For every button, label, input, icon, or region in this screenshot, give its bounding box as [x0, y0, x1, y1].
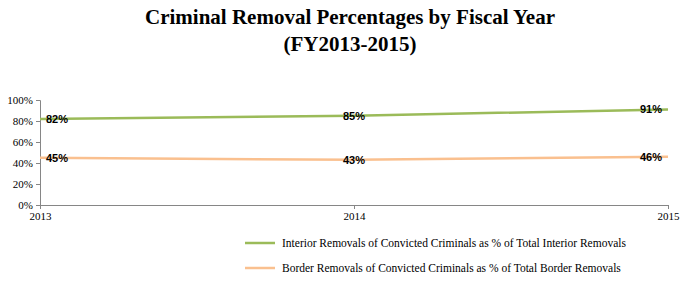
data-label: 82% — [46, 113, 68, 125]
y-tick-label: 20% — [13, 178, 33, 190]
legend-swatch — [245, 267, 275, 270]
y-tick: 20% — [13, 178, 40, 190]
y-tick-mark — [36, 184, 40, 185]
y-axis: 0%20%40%60%80%100% — [7, 94, 40, 211]
y-axis-line — [36, 101, 41, 206]
y-tick-label: 40% — [13, 157, 33, 169]
y-tick: 80% — [13, 115, 40, 127]
y-tick-mark — [36, 205, 40, 206]
x-tick: 2013 — [30, 205, 53, 222]
y-tick-mark — [36, 163, 40, 164]
x-tick-mark — [354, 205, 355, 209]
x-axis-line — [41, 206, 669, 210]
x-axis: 2013 2014 2015 — [30, 205, 681, 222]
chart: Criminal Removal Percentages by Fiscal Y… — [0, 0, 700, 295]
x-tick: 2014 — [344, 205, 367, 222]
data-label: 46% — [640, 151, 662, 163]
y-tick-label: 60% — [13, 136, 33, 148]
y-tick-mark — [36, 142, 40, 143]
x-tick-mark — [668, 205, 669, 209]
x-tick-label: 2015 — [658, 210, 681, 222]
legend-label: Interior Removals of Convicted Criminals… — [282, 237, 626, 249]
legend: Interior Removals of Convicted Criminals… — [245, 237, 626, 274]
y-tick-label: 100% — [7, 94, 33, 106]
x-tick-label: 2014 — [344, 210, 367, 222]
y-tick: 100% — [7, 94, 40, 106]
y-tick-label: 80% — [13, 115, 33, 127]
plot-area — [40, 109, 668, 159]
y-tick-mark — [36, 121, 40, 122]
legend-swatch — [245, 242, 275, 245]
data-label: 45% — [46, 152, 68, 164]
y-tick-mark — [36, 100, 40, 101]
x-tick-mark — [40, 205, 41, 209]
data-label: 85% — [343, 110, 365, 122]
chart-title: Criminal Removal Percentages by Fiscal Y… — [145, 5, 555, 29]
x-tick: 2015 — [658, 205, 681, 222]
legend-label: Border Removals of Convicted Criminals a… — [282, 262, 621, 274]
data-labels: 82% 85% 91% 45% 43% 46% — [46, 103, 662, 165]
y-tick: 40% — [13, 157, 40, 169]
data-label: 91% — [640, 103, 662, 115]
y-tick: 60% — [13, 136, 40, 148]
data-label: 43% — [343, 154, 365, 166]
chart-title: (FY2013-2015) — [284, 32, 417, 56]
x-tick-label: 2013 — [30, 210, 53, 222]
